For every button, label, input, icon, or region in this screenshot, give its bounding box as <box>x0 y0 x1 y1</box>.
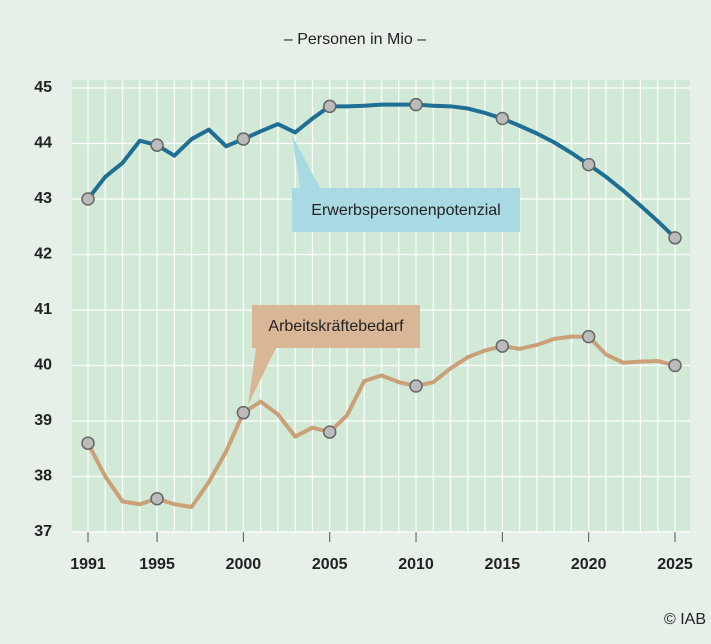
callout-pointer <box>248 348 276 405</box>
point-marker <box>581 157 596 172</box>
y-tick-label: 41 <box>34 301 52 318</box>
y-tick-label: 43 <box>34 190 52 207</box>
x-tick-label: 2020 <box>571 556 607 573</box>
x-tick-label: 1991 <box>70 556 106 573</box>
y-tick-label: 38 <box>34 468 52 485</box>
y-tick-label: 45 <box>34 79 52 96</box>
point-marker <box>581 329 596 344</box>
y-tick-label: 39 <box>34 412 52 429</box>
series-line <box>86 334 676 510</box>
series-label: Arbeitskräftebedarf <box>268 318 404 335</box>
callout-pointer <box>292 135 320 188</box>
point-marker <box>668 231 682 245</box>
y-tick-label: 37 <box>34 523 52 540</box>
x-tick-label: 1995 <box>139 556 175 573</box>
x-tick-label: 2025 <box>657 556 693 573</box>
point-marker <box>668 358 682 373</box>
point-marker <box>495 339 510 353</box>
point-marker <box>150 138 164 152</box>
series-label: Erwerbspersonenpotenzial <box>311 202 500 219</box>
point-marker <box>409 97 423 112</box>
source: © IAB <box>664 611 706 628</box>
y-tick-label: 42 <box>34 246 52 263</box>
x-tick-label: 2000 <box>226 556 262 573</box>
point-marker <box>322 99 337 114</box>
y-tick-label: 40 <box>34 357 52 374</box>
point-marker <box>236 405 251 420</box>
x-tick-label: 2010 <box>398 556 434 573</box>
x-tick-label: 2015 <box>485 556 521 573</box>
point-marker <box>495 111 510 126</box>
point-marker <box>409 379 423 393</box>
series-line <box>86 102 677 240</box>
y-tick-label: 44 <box>34 135 52 152</box>
x-tick-label: 2005 <box>312 556 348 573</box>
point-marker <box>150 491 164 506</box>
point-marker <box>81 192 95 206</box>
subtitle: – Personen in Mio – <box>284 31 426 48</box>
point-marker <box>81 436 95 450</box>
callout-box <box>252 305 420 348</box>
point-marker <box>236 132 251 146</box>
point-marker <box>322 425 337 439</box>
callout-box <box>292 188 520 232</box>
